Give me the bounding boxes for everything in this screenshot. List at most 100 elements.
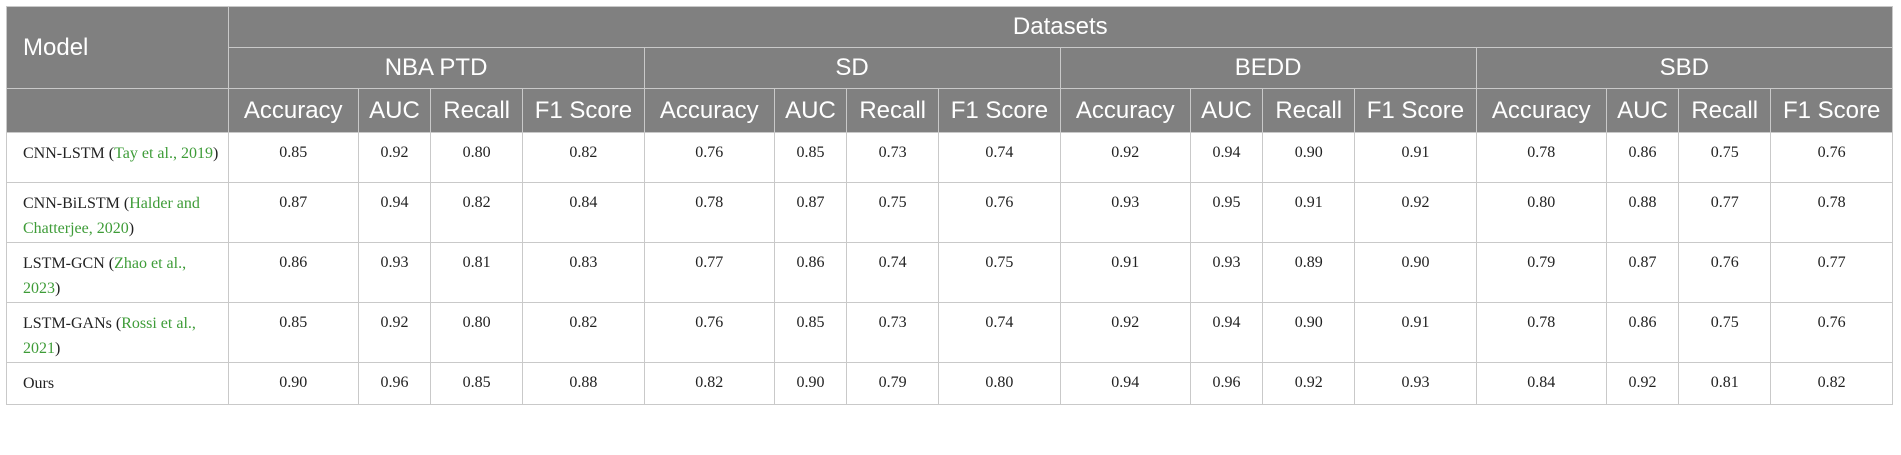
citation-link[interactable]: Halder and Chatterjee, 2020: [23, 195, 200, 237]
model-cell: CNN-LSTM (Tay et al., 2019): [6, 132, 229, 183]
metric-header: F1 Score: [1354, 88, 1477, 133]
metric-value-cell: 0.75: [938, 242, 1061, 303]
model-column-header: Model: [6, 6, 229, 89]
metric-value-cell: 0.77: [1770, 242, 1893, 303]
metric-value-cell: 0.73: [846, 132, 940, 183]
metric-value-cell: 0.93: [357, 242, 432, 303]
metric-value-cell: 0.94: [357, 182, 432, 243]
metric-value-cell: 0.80: [1475, 182, 1607, 243]
table-row: LSTM-GCN (Zhao et al., 2023) 0.86 0.93 0.81…: [6, 242, 1893, 303]
metric-value-cell: 0.80: [430, 302, 524, 363]
metric-value-cell: 0.88: [1605, 182, 1680, 243]
table-row: LSTM-GANs (Rossi et al., 2021) 0.85 0.92 0.…: [6, 302, 1893, 363]
metric-value-cell: 0.85: [430, 362, 524, 405]
metric-value-cell: 0.87: [773, 182, 848, 243]
metric-header: F1 Score: [522, 88, 645, 133]
metric-value-cell: 0.90: [227, 362, 359, 405]
model-name: LSTM-GANs: [23, 315, 112, 332]
metric-value-cell: 0.90: [1262, 302, 1356, 363]
metric-value-cell: 0.84: [522, 182, 645, 243]
metric-value-cell: 0.85: [227, 132, 359, 183]
metric-value-cell: 0.76: [938, 182, 1061, 243]
metric-value-cell: 0.94: [1189, 302, 1264, 363]
metric-value-cell: 0.88: [522, 362, 645, 405]
metric-value-cell: 0.93: [1354, 362, 1477, 405]
metric-value-cell: 0.78: [1475, 132, 1607, 183]
model-name: LSTM-GCN: [23, 255, 105, 272]
metric-value-cell: 0.76: [643, 132, 775, 183]
metric-value-cell: 0.76: [1770, 132, 1893, 183]
citation-link[interactable]: Zhao et al., 2023: [23, 255, 187, 297]
metric-value-cell: 0.75: [1678, 132, 1772, 183]
metric-header: Recall: [1262, 88, 1356, 133]
metric-value-cell: 0.79: [1475, 242, 1607, 303]
metric-value-cell: 0.92: [1262, 362, 1356, 405]
metric-value-cell: 0.73: [846, 302, 940, 363]
metric-value-cell: 0.92: [1354, 182, 1477, 243]
metric-value-cell: 0.76: [1770, 302, 1893, 363]
metric-value-cell: 0.75: [846, 182, 940, 243]
metric-value-cell: 0.81: [1678, 362, 1772, 405]
metric-value-cell: 0.86: [1605, 132, 1680, 183]
model-cell: CNN-BiLSTM (Halder and Chatterjee, 2020): [6, 182, 229, 243]
citation-link[interactable]: Rossi et al., 2021: [23, 315, 196, 357]
metric-value-cell: 0.96: [1189, 362, 1264, 405]
model-cell: LSTM-GANs (Rossi et al., 2021): [6, 302, 229, 363]
metric-value-cell: 0.82: [1770, 362, 1893, 405]
metric-value-cell: 0.85: [773, 302, 848, 363]
metric-value-cell: 0.84: [1475, 362, 1607, 405]
metric-value-cell: 0.87: [227, 182, 359, 243]
model-cell: Ours: [6, 362, 229, 405]
table-header: Model Datasets NBA PTD SD BEDD SBD Accur…: [6, 6, 1894, 133]
metric-header: Accuracy: [1475, 88, 1607, 133]
metric-value-cell: 0.89: [1262, 242, 1356, 303]
metric-value-cell: 0.82: [643, 362, 775, 405]
metric-value-cell: 0.94: [1189, 132, 1264, 183]
metric-value-cell: 0.92: [1605, 362, 1680, 405]
metric-value-cell: 0.76: [643, 302, 775, 363]
metric-value-cell: 0.74: [938, 132, 1061, 183]
metric-value-cell: 0.85: [773, 132, 848, 183]
metric-value-cell: 0.93: [1189, 242, 1264, 303]
metric-value-cell: 0.95: [1189, 182, 1264, 243]
metric-header: F1 Score: [1770, 88, 1893, 133]
metric-value-cell: 0.90: [773, 362, 848, 405]
metric-header: AUC: [1189, 88, 1264, 133]
metric-value-cell: 0.74: [846, 242, 940, 303]
metric-value-cell: 0.91: [1262, 182, 1356, 243]
metric-value-cell: 0.93: [1059, 182, 1191, 243]
metric-value-cell: 0.91: [1354, 132, 1477, 183]
model-name: CNN-LSTM: [23, 145, 105, 162]
metric-value-cell: 0.74: [938, 302, 1061, 363]
metric-value-cell: 0.77: [643, 242, 775, 303]
metric-value-cell: 0.92: [1059, 132, 1191, 183]
metric-value-cell: 0.86: [227, 242, 359, 303]
metric-header: Recall: [846, 88, 940, 133]
table-body: CNN-LSTM (Tay et al., 2019) 0.85 0.92 0.80 0…: [6, 132, 1893, 405]
metric-value-cell: 0.92: [357, 302, 432, 363]
metric-value-cell: 0.94: [1059, 362, 1191, 405]
dataset-header-sd: SD: [643, 47, 1061, 89]
metric-value-cell: 0.81: [430, 242, 524, 303]
metric-value-cell: 0.78: [1770, 182, 1893, 243]
metric-header: AUC: [1605, 88, 1680, 133]
metric-value-cell: 0.86: [773, 242, 848, 303]
metric-value-cell: 0.82: [430, 182, 524, 243]
metric-value-cell: 0.82: [522, 132, 645, 183]
metric-value-cell: 0.90: [1262, 132, 1356, 183]
metric-value-cell: 0.77: [1678, 182, 1772, 243]
metric-value-cell: 0.86: [1605, 302, 1680, 363]
metric-header: Accuracy: [227, 88, 359, 133]
table-row: Ours 0.90 0.96 0.85 0.88 0.82 0.90 0.79 0.80 0.94…: [6, 362, 1893, 405]
table-row: CNN-BiLSTM (Halder and Chatterjee, 2020)…: [6, 182, 1893, 243]
metric-value-cell: 0.80: [938, 362, 1061, 405]
metric-value-cell: 0.90: [1354, 242, 1477, 303]
metric-value-cell: 0.92: [357, 132, 432, 183]
model-cell: LSTM-GCN (Zhao et al., 2023): [6, 242, 229, 303]
citation-link[interactable]: Tay et al., 2019: [114, 145, 213, 162]
metric-value-cell: 0.87: [1605, 242, 1680, 303]
model-header-spacer: [6, 88, 229, 133]
metric-value-cell: 0.75: [1678, 302, 1772, 363]
dataset-header-nba-ptd: NBA PTD: [227, 47, 645, 89]
metric-value-cell: 0.83: [522, 242, 645, 303]
